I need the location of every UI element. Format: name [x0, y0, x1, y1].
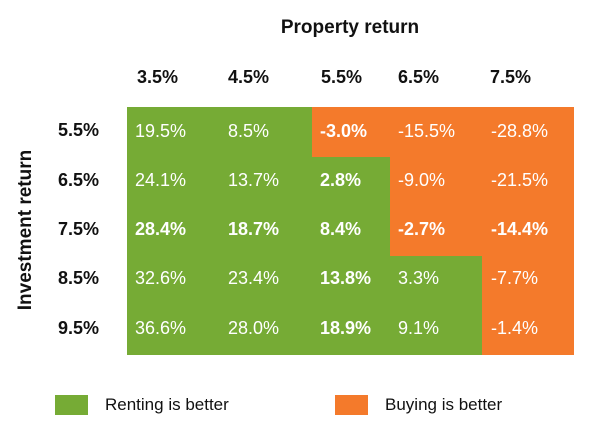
cell: -1.4% — [491, 318, 539, 338]
cell: 18.9% — [320, 318, 372, 338]
cell: 13.7% — [228, 170, 280, 190]
buying-region-rows4-5 — [482, 255, 574, 355]
cell: 24.1% — [135, 170, 187, 190]
cell: 13.8% — [320, 268, 372, 288]
row-header-9-5: 9.5% — [58, 318, 100, 338]
col-header-7-5: 7.5% — [490, 67, 532, 87]
cell: -7.7% — [491, 268, 539, 288]
cell: 32.6% — [135, 268, 187, 288]
y-axis-title: Investment return — [15, 149, 36, 311]
buying-region-rows2-3 — [390, 156, 574, 256]
cell: 18.7% — [228, 219, 280, 239]
row-header-8-5: 8.5% — [58, 268, 100, 288]
legend-label-buying: Buying is better — [385, 395, 503, 414]
row-header-5-5: 5.5% — [58, 120, 100, 140]
cell: 2.8% — [320, 170, 362, 190]
legend-buying: Buying is better — [335, 395, 555, 415]
cell: 36.6% — [135, 318, 187, 338]
cell: 3.3% — [398, 268, 440, 288]
cell: 28.4% — [135, 219, 187, 239]
legend-renting: Renting is better — [55, 395, 275, 415]
cell: 19.5% — [135, 121, 187, 141]
cell: -2.7% — [398, 219, 446, 239]
col-header-5-5: 5.5% — [321, 67, 363, 87]
cell: -14.4% — [491, 219, 549, 239]
heatmap-grid: 19.5% 8.5% -3.0% -15.5% -28.8% 24.1% 13.… — [127, 107, 574, 355]
col-header-4-5: 4.5% — [228, 67, 270, 87]
legend-label-renting: Renting is better — [105, 395, 229, 414]
cell: -21.5% — [491, 170, 549, 190]
renting-swatch-icon — [55, 395, 88, 415]
cell: -3.0% — [320, 121, 368, 141]
col-header-6-5: 6.5% — [398, 67, 440, 87]
cell: 9.1% — [398, 318, 440, 338]
cell: 8.4% — [320, 219, 362, 239]
x-axis-title: Property return — [280, 17, 420, 38]
cell: -15.5% — [398, 121, 456, 141]
cell: 28.0% — [228, 318, 280, 338]
buying-swatch-icon — [335, 395, 368, 415]
cell: 23.4% — [228, 268, 280, 288]
row-header-6-5: 6.5% — [58, 170, 100, 190]
buying-region-row1 — [312, 107, 574, 157]
cell: -9.0% — [398, 170, 446, 190]
cell: -28.8% — [491, 121, 549, 141]
row-header-7-5: 7.5% — [58, 219, 100, 239]
cell: 8.5% — [228, 121, 270, 141]
col-header-3-5: 3.5% — [137, 67, 179, 87]
